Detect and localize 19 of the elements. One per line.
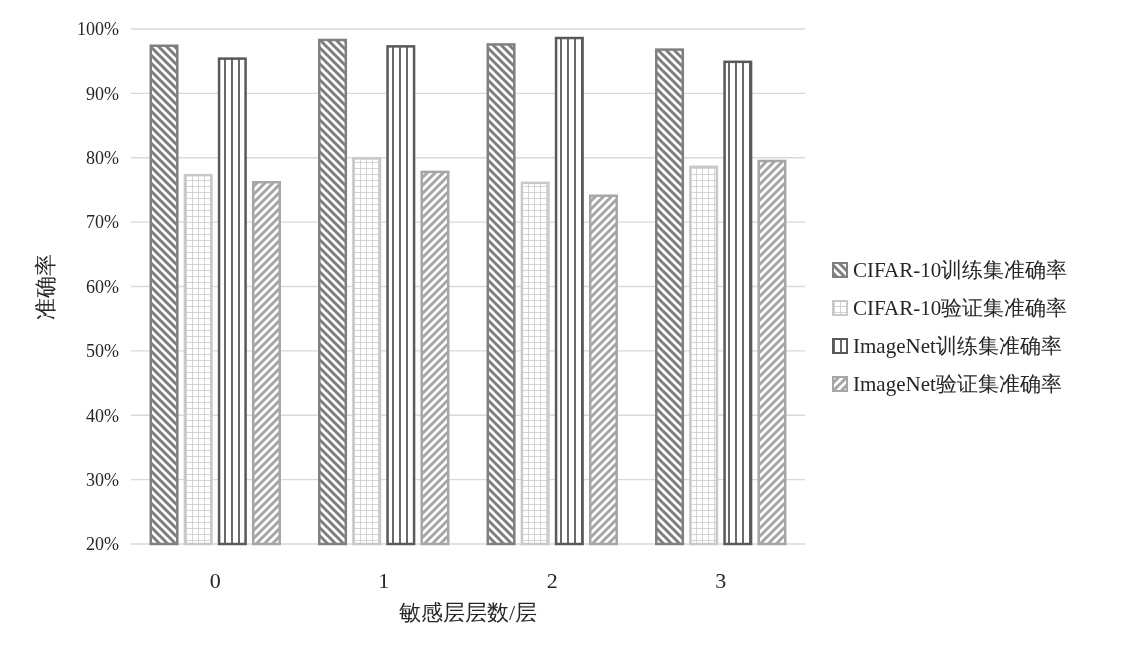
y-tick-label: 70% bbox=[86, 212, 119, 233]
x-axis-title: 敏感层层数/层 bbox=[398, 599, 538, 625]
y-tick-label: 90% bbox=[86, 83, 119, 104]
y-tick-label: 80% bbox=[86, 148, 119, 169]
y-tick-label: 30% bbox=[86, 469, 119, 490]
y-tick-label: 20% bbox=[86, 534, 119, 555]
y-tick-label: 100% bbox=[77, 19, 119, 40]
legend-label: CIFAR-10验证集准确率 bbox=[853, 296, 1068, 321]
x-tick-label: 3 bbox=[715, 567, 727, 593]
y-tick-label: 40% bbox=[86, 405, 119, 426]
legend-label: ImageNet训练集准确率 bbox=[853, 334, 1062, 359]
legend-label: ImageNet验证集准确率 bbox=[853, 372, 1062, 397]
x-tick-label: 2 bbox=[546, 567, 558, 593]
y-tick-label: 60% bbox=[86, 276, 119, 297]
x-tick-label: 1 bbox=[378, 567, 390, 593]
legend-label: CIFAR-10训练集准确率 bbox=[853, 258, 1068, 283]
y-tick-label: 50% bbox=[86, 341, 119, 362]
y-axis-title: 准确率 bbox=[32, 253, 58, 320]
x-tick-label: 0 bbox=[209, 567, 221, 593]
